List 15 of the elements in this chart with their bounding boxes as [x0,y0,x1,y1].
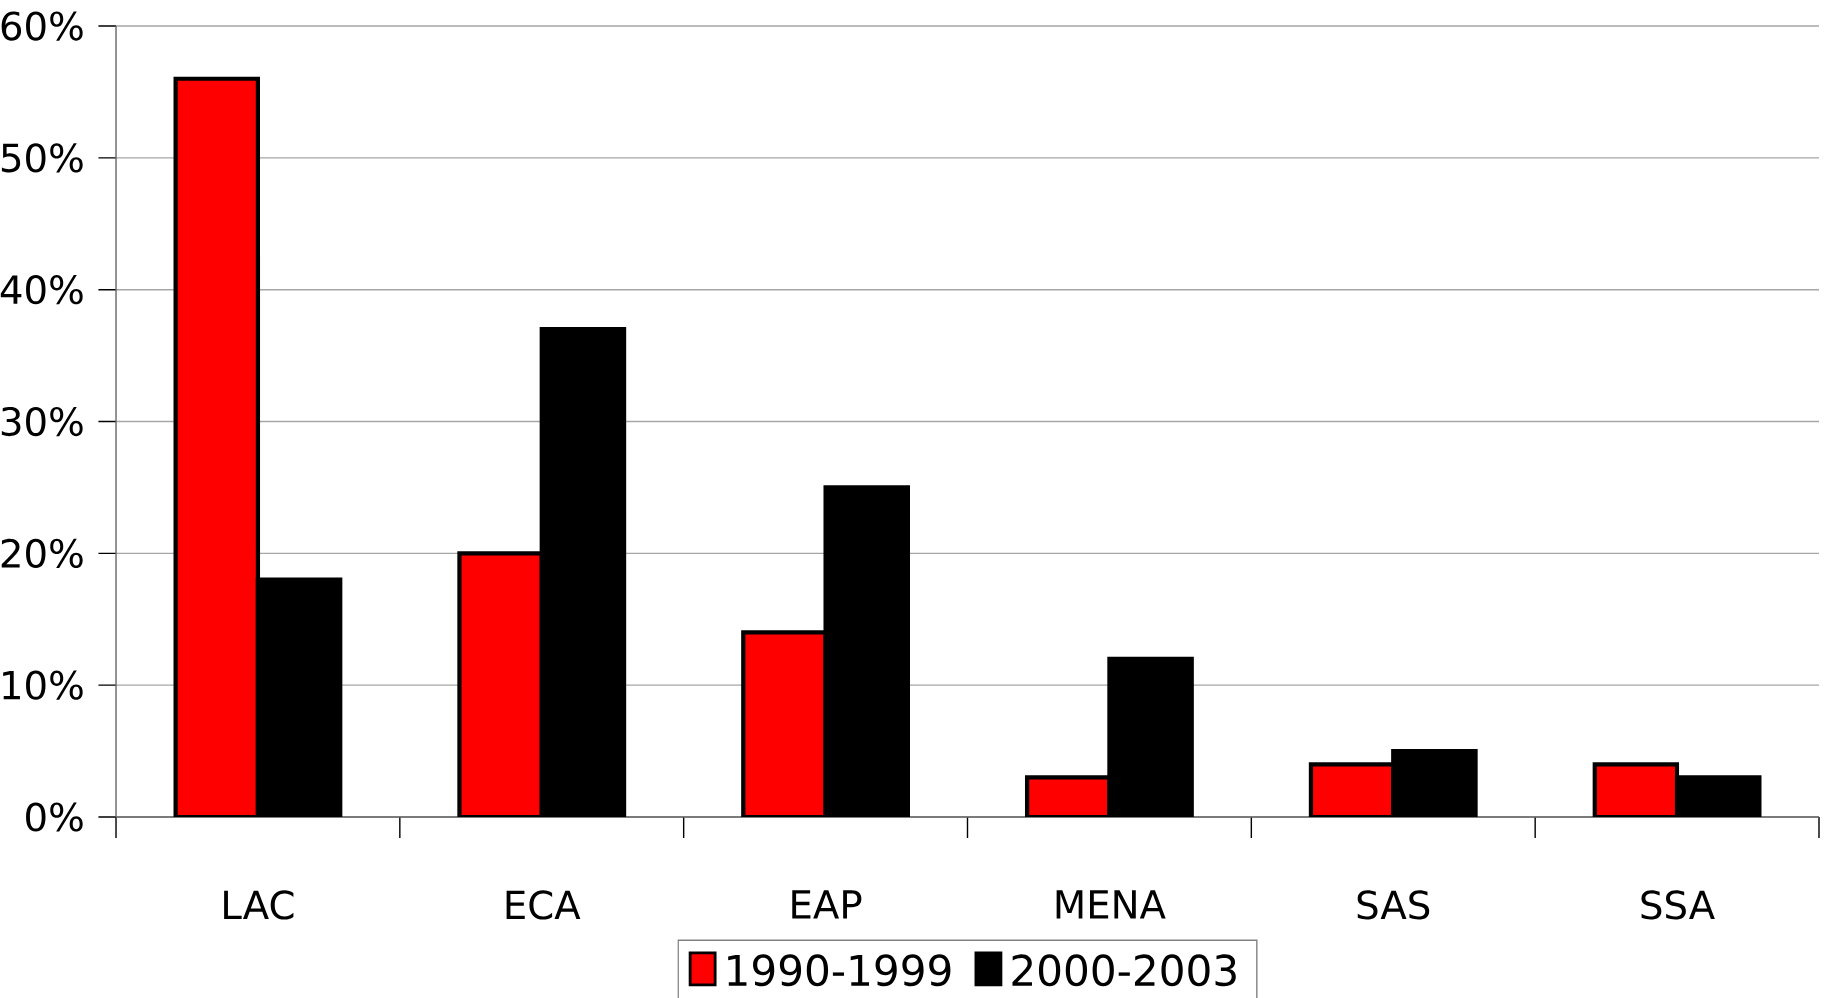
x-tick-label: SSA [1641,890,1715,920]
y-tick-label: 40% [0,275,83,305]
x-tick-label: ECA [506,890,581,920]
y-tick-label: 0% [26,802,83,832]
x-tick-label: MENA [1056,890,1166,919]
y-tick-label: 20% [1,538,83,568]
y-tick-label: 60% [1,11,83,41]
y-tick-label: 10% [3,670,83,700]
y-tick-label: 50% [1,143,83,173]
legend-label: 2000-2003 [1012,954,1236,987]
x-tick-label: SAS [1357,890,1430,920]
x-tick-label: EAP [792,890,862,919]
legend-label: 1990-1999 [728,954,951,987]
x-tick-label: LAC [224,890,294,920]
y-tick-label: 30% [1,406,83,437]
